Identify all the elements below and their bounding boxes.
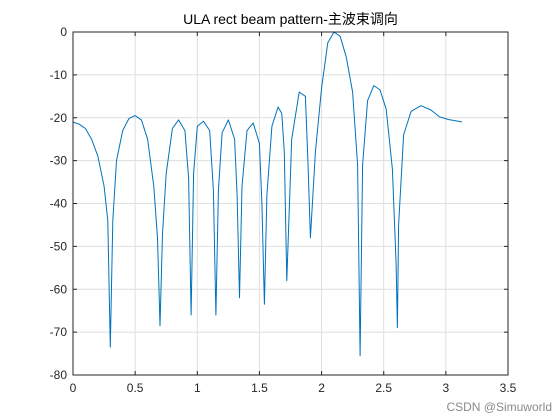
x-tick-label: 1.5 — [251, 381, 268, 395]
x-tick-label: 0 — [70, 381, 77, 395]
x-tick-label: 1 — [194, 381, 201, 395]
x-tick-label: 3 — [443, 381, 450, 395]
x-tick-label: 0.5 — [127, 381, 144, 395]
y-tick-label: -80 — [50, 368, 68, 382]
data-series — [72, 31, 463, 357]
x-tick-label: 2 — [318, 381, 325, 395]
y-tick-label: -50 — [50, 239, 68, 253]
watermark-text: CSDN @Simuworld — [446, 400, 552, 414]
y-tick-label: -30 — [50, 154, 68, 168]
y-tick-label: -10 — [50, 68, 68, 82]
beam-pattern-line — [72, 31, 463, 357]
x-tick-label: 3.5 — [500, 381, 517, 395]
y-tick-label: -40 — [50, 197, 68, 211]
x-tick-label: 2.5 — [375, 381, 392, 395]
y-tick-label: 0 — [60, 25, 67, 39]
chart-title: ULA rect beam pattern-主波束调向 — [183, 11, 398, 27]
y-tick-label: -70 — [50, 325, 68, 339]
axis-ticks: 0 0.5 1 1.5 2 2.5 3 3.5 0 -10 -20 -30 -40 -50 -60 -70 -8… — [50, 25, 517, 395]
y-tick-label: -20 — [50, 111, 68, 125]
y-tick-label: -60 — [50, 282, 68, 296]
